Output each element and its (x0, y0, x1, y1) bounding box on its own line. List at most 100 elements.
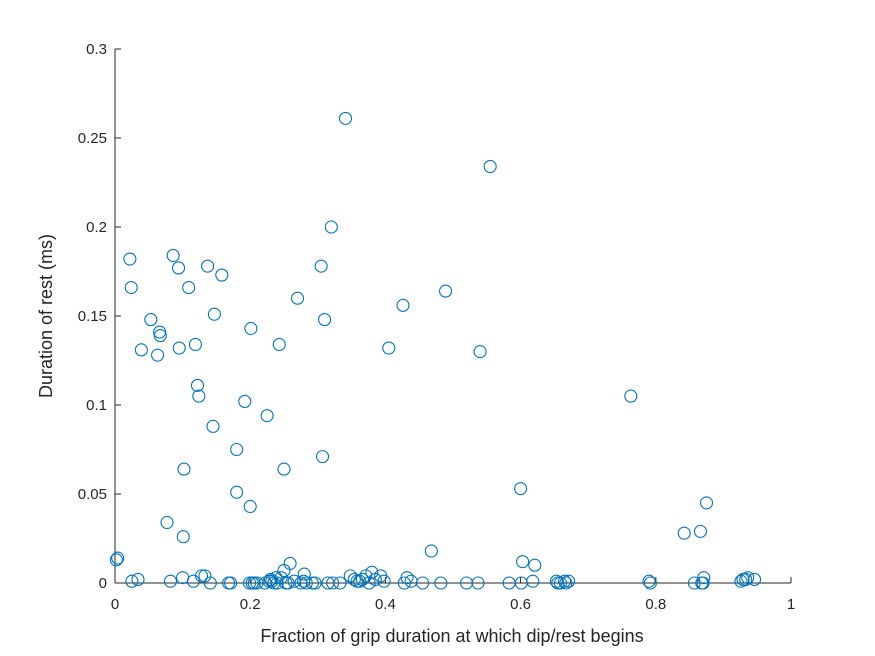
y-tick-label: 0.1 (86, 397, 107, 414)
data-point (643, 576, 657, 590)
data-point (160, 515, 174, 530)
y-tick-label: 0.05 (78, 486, 107, 503)
data-point (473, 345, 487, 359)
data-point (355, 572, 369, 586)
x-tick-label: 1 (787, 596, 795, 613)
data-point (265, 574, 279, 588)
data-point (153, 329, 167, 343)
data-point (424, 544, 438, 558)
data-point (400, 571, 414, 585)
data-point (269, 571, 283, 585)
data-point (206, 419, 220, 433)
axis-ticks (114, 48, 792, 584)
data-point (693, 524, 707, 538)
data-point (144, 313, 158, 327)
data-point (696, 576, 710, 590)
data-point (315, 450, 330, 464)
y-tick-label: 0.15 (78, 308, 107, 325)
data-point (333, 576, 347, 590)
data-point (551, 576, 565, 590)
data-point (326, 576, 340, 590)
data-point (324, 220, 338, 234)
x-tick-labels: 0 0.2 0.4 0.6 0.8 1 (111, 596, 795, 613)
data-point (192, 389, 206, 403)
data-point (338, 111, 353, 125)
data-point (172, 341, 186, 355)
data-point (677, 526, 691, 540)
data-point (238, 394, 252, 408)
data-point (230, 442, 244, 457)
data-point (314, 259, 328, 273)
data-point (699, 496, 714, 510)
data-point (624, 389, 638, 403)
y-axis-title: Duration of rest (ms) (36, 234, 56, 398)
data-point (362, 576, 376, 590)
data-point (739, 572, 753, 586)
data-point (166, 248, 180, 263)
data-point (123, 252, 137, 266)
data-point (382, 341, 396, 355)
y-tick-label: 0.25 (78, 130, 107, 147)
data-point (201, 259, 215, 273)
data-point (318, 313, 332, 327)
data-point (516, 555, 530, 569)
data-point (176, 571, 190, 585)
y-tick-label: 0 (99, 575, 107, 592)
data-point (526, 574, 540, 588)
data-points (109, 111, 762, 590)
y-tick-label: 0.2 (86, 219, 107, 236)
data-point (528, 558, 542, 572)
data-point (299, 576, 313, 590)
data-point (404, 574, 418, 588)
data-point (697, 571, 711, 585)
data-point (203, 576, 217, 590)
data-point (182, 280, 196, 295)
data-point (559, 576, 573, 590)
data-point (297, 567, 311, 581)
data-point (207, 307, 221, 321)
data-point (377, 574, 391, 588)
data-point (416, 576, 430, 590)
y-tick-label: 0.3 (86, 41, 107, 58)
data-point (131, 572, 145, 586)
data-point (186, 574, 200, 588)
y-tick-labels: 0 0.05 0.1 0.15 0.2 0.25 0.3 (78, 41, 107, 592)
data-point (277, 462, 291, 476)
data-point (109, 553, 123, 567)
data-point (124, 280, 138, 295)
data-point (244, 321, 258, 336)
data-point (434, 576, 448, 590)
data-point (272, 337, 286, 352)
data-point (557, 574, 572, 588)
x-tick-label: 0.4 (375, 596, 396, 613)
data-point (188, 337, 202, 352)
data-point (471, 576, 485, 590)
data-point (243, 499, 257, 514)
data-point (151, 348, 165, 362)
data-point (176, 530, 190, 544)
data-point (177, 462, 191, 476)
data-point (247, 576, 261, 590)
data-point (194, 569, 209, 583)
x-tick-label: 0.6 (510, 596, 531, 613)
data-point (562, 574, 576, 588)
data-point (308, 576, 322, 590)
data-point (190, 378, 205, 392)
data-point (281, 576, 295, 590)
data-point (263, 572, 278, 586)
data-point (215, 268, 229, 282)
data-point (439, 284, 453, 298)
data-point (171, 261, 186, 275)
data-point (111, 551, 125, 565)
x-tick-label: 0 (111, 596, 119, 613)
data-point (365, 565, 379, 579)
data-point (483, 159, 497, 174)
data-point (396, 298, 410, 312)
x-tick-label: 0.8 (645, 596, 666, 613)
data-point (242, 576, 257, 590)
data-point (277, 563, 291, 578)
data-point (260, 409, 274, 423)
data-point (642, 574, 656, 588)
data-point (163, 574, 177, 588)
data-point (224, 576, 238, 590)
